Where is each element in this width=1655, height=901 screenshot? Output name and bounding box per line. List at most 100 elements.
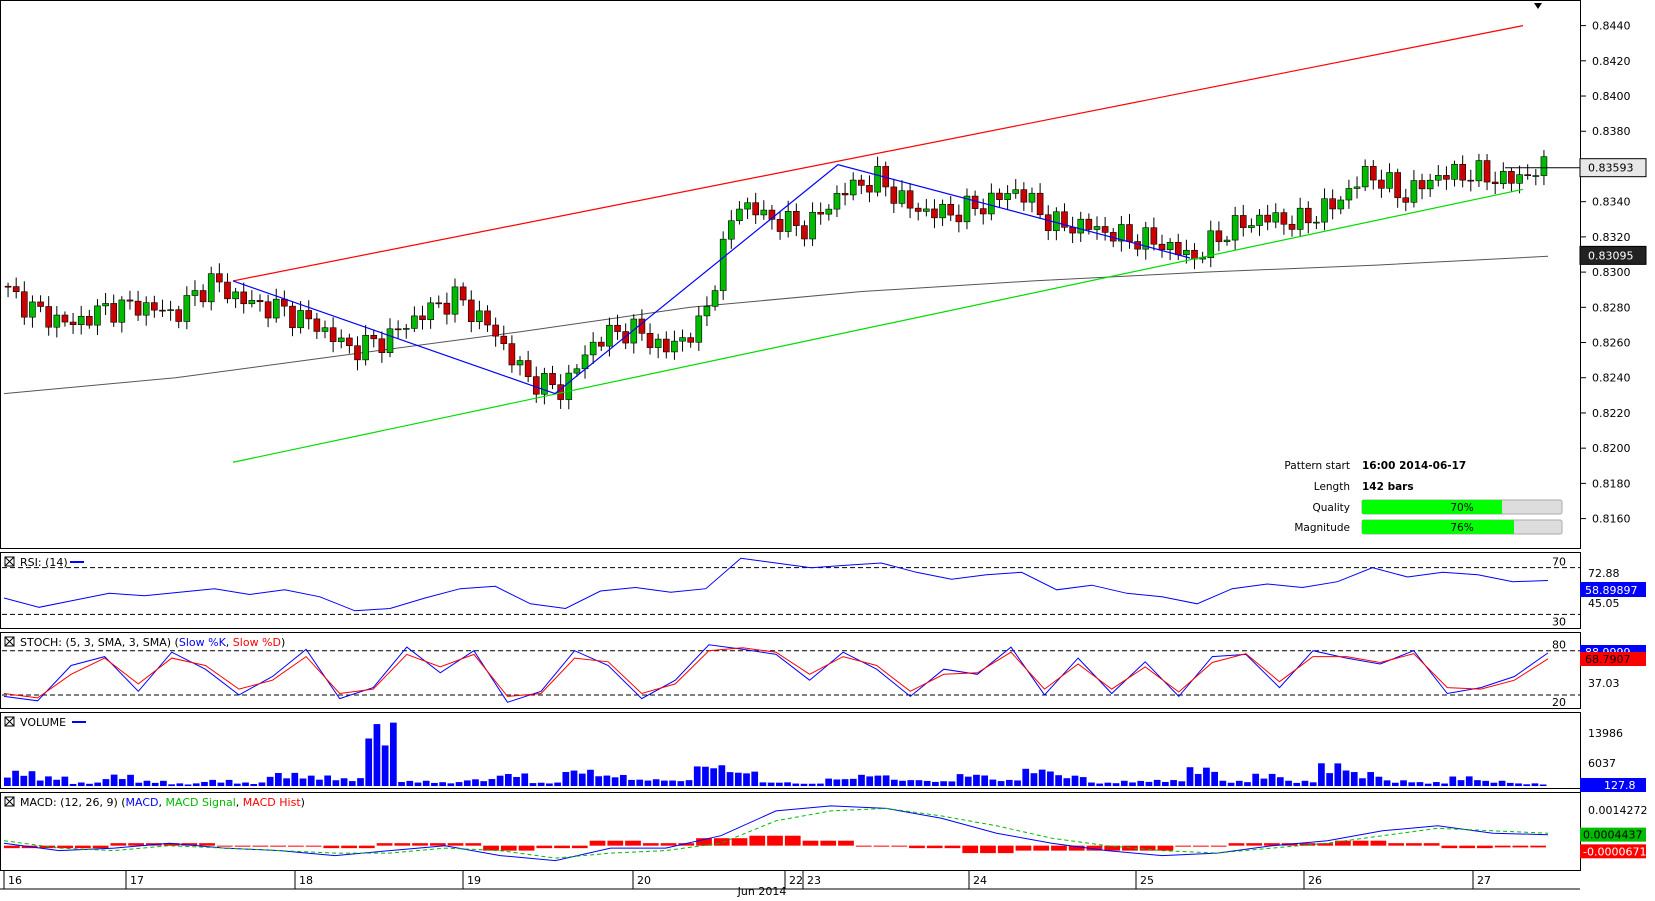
volume-bar <box>800 783 808 786</box>
volume-bar <box>1309 782 1317 786</box>
candle-body <box>329 327 337 342</box>
macd-hist-label: MACD Hist <box>243 796 302 809</box>
volume-bar <box>1096 783 1104 786</box>
candle-body <box>500 335 508 344</box>
candle-body <box>443 302 451 315</box>
volume-bar <box>1038 769 1046 786</box>
macd-hist-bar <box>199 843 215 846</box>
candle-body <box>21 291 28 318</box>
candle-body <box>1239 215 1247 228</box>
volume-bar <box>414 782 422 786</box>
volume-bar <box>546 783 553 786</box>
volume-bar <box>1342 770 1350 786</box>
macd-hist-bar <box>181 843 198 846</box>
macd-hist-bar <box>305 845 322 847</box>
macd-hist-bar <box>1494 845 1511 848</box>
volume-bar <box>61 776 69 786</box>
candle-body <box>1264 214 1271 223</box>
macd-hist-bar <box>571 845 588 849</box>
candle-body <box>589 341 597 356</box>
candle-body <box>622 331 629 344</box>
candle-body <box>240 291 248 305</box>
candle-body <box>175 309 183 322</box>
candle-body <box>1313 221 1320 224</box>
candle-body <box>801 225 808 240</box>
volume-bar <box>513 776 520 786</box>
candle-body <box>1183 249 1190 256</box>
candle-body <box>1085 218 1093 230</box>
volume-bar <box>1088 782 1095 786</box>
volume-bar <box>776 782 783 786</box>
volume-bar <box>973 774 980 786</box>
volume-bar <box>258 782 266 786</box>
candle-body <box>354 345 361 361</box>
candle-body <box>1426 179 1434 190</box>
x-tick-label: 16 <box>8 874 22 887</box>
candle-body <box>760 209 768 216</box>
volume-bar <box>36 780 44 786</box>
candle-body <box>728 220 735 240</box>
candle-body <box>305 310 313 320</box>
candle-body <box>53 314 61 328</box>
candle-body <box>321 327 329 332</box>
volume-bar <box>102 779 110 786</box>
macd-hist-bar <box>926 845 943 849</box>
volume-bar <box>1441 783 1448 786</box>
candle-body <box>86 316 93 326</box>
sma-price-label: 0.83095 <box>1588 249 1634 262</box>
volume-bar <box>1252 773 1260 786</box>
pattern-start-label: Pattern start <box>1284 460 1350 472</box>
dropdown-marker-icon[interactable] <box>1534 3 1542 9</box>
volume-bar <box>1375 776 1383 786</box>
volume-bar <box>964 776 972 786</box>
volume-bar <box>94 782 102 786</box>
candle-body <box>858 179 865 186</box>
magnitude-bar-fill <box>1362 520 1514 534</box>
macd-hist-bar <box>447 843 464 846</box>
volume-bar <box>242 782 249 786</box>
candle-body <box>1353 186 1361 189</box>
candle-body <box>1345 188 1353 201</box>
candle-body <box>1516 174 1523 184</box>
candle-body <box>216 273 223 283</box>
macd-hist-bar <box>376 843 393 846</box>
candle-body <box>134 300 142 316</box>
volume-bar <box>628 779 635 786</box>
volume-bar <box>381 745 389 786</box>
volume-bar <box>1539 784 1547 786</box>
volume-bar <box>307 775 315 786</box>
candle-body <box>1256 214 1263 226</box>
macd-title-main: MACD: (12, 26, 9) <box>20 796 118 809</box>
candle-body <box>679 337 686 342</box>
volume-bar <box>365 738 373 786</box>
volume-bar <box>406 780 414 786</box>
candle-body <box>183 295 191 322</box>
volume-bar <box>784 782 791 786</box>
macd-hist-bar <box>660 843 677 846</box>
candle-body <box>411 315 418 329</box>
volume-bar <box>1350 772 1358 786</box>
stoch-level-20-label: 20 <box>1552 696 1566 709</box>
macd-hist-bar <box>483 845 499 851</box>
candle-body <box>102 303 109 307</box>
volume-bar <box>1211 771 1218 786</box>
volume-bar <box>77 782 85 786</box>
candle-body <box>167 309 174 311</box>
volume-bar <box>1334 763 1342 786</box>
volume-bar <box>1276 777 1284 786</box>
candle-body <box>1223 239 1231 242</box>
volume-bar <box>562 771 570 786</box>
candle-body <box>94 305 101 326</box>
candle-body <box>1231 215 1239 241</box>
macd-signal-line <box>3 807 1549 859</box>
volume-bar <box>233 783 241 786</box>
macd-hist-bar <box>838 840 854 846</box>
candle-body <box>955 214 963 223</box>
volume-bar <box>899 780 906 786</box>
candle-body <box>1475 160 1483 182</box>
candle-body <box>1215 230 1223 242</box>
macd-hist-bar <box>1299 843 1316 846</box>
volume-bar <box>1244 782 1251 786</box>
candle-body <box>199 290 207 303</box>
candle-body <box>1158 243 1166 251</box>
